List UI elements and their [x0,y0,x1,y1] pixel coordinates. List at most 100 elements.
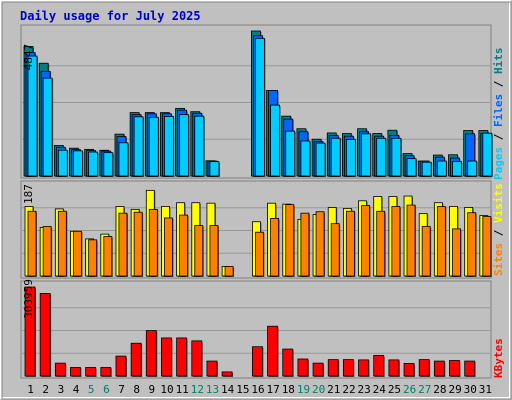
pages-bar-day-13 [209,161,220,177]
day-label-22: 22 [342,383,355,396]
pages-bar-day-5 [88,151,99,177]
kbytes-bar-day-8 [130,342,142,377]
pages-bar-day-7 [118,142,129,177]
kbytes-bar-day-20 [312,362,324,377]
sites-bar-day-1 [27,210,37,277]
day-label-9: 9 [149,383,156,396]
pages-bar-day-9 [148,116,159,177]
day-label-17: 17 [267,383,280,396]
pages-bar-day-6 [103,152,114,177]
day-label-14: 14 [221,383,235,396]
kbytes-bar-day-11 [176,337,188,377]
pages-bar-day-18 [285,130,296,177]
sites-bar-day-18 [285,204,295,277]
pages-bar-day-8 [133,116,144,177]
pages-bar-day-3 [57,149,68,177]
legend-kbytes: KBytes [492,338,505,378]
kbytes-bar-day-4 [70,367,81,377]
kbytes-bar-day-10 [161,337,172,377]
kbytes-bar-day-1 [24,286,36,377]
sites-bar-day-19 [300,212,310,277]
sites-bar-day-26 [406,204,416,277]
day-label-28: 28 [433,383,446,396]
sites-bar-day-13 [209,225,219,277]
pages-bar-day-23 [361,133,371,177]
legend-separator: / [492,223,505,243]
sites-bar-day-21 [330,223,340,277]
kbytes-bar-day-6 [100,367,112,377]
sites-bar-day-24 [376,210,386,277]
day-label-25: 25 [388,383,401,396]
pages-bar-day-22 [345,139,356,177]
kbytes-bar-day-27 [418,359,430,377]
pages-bar-day-17 [270,104,280,177]
pages-bar-day-30 [467,160,478,177]
sites-bar-day-3 [57,210,67,277]
sites-bar-day-5 [88,239,98,277]
pages-bar-day-26 [406,158,417,177]
sites-bar-day-28 [436,206,446,277]
sites-bar-day-9 [148,208,158,277]
kbytes-bar-day-18 [282,348,294,377]
pages-bar-day-10 [164,116,174,177]
day-label-10: 10 [160,383,173,396]
day-label-7: 7 [118,383,125,396]
legend-hits: Hits [492,48,505,75]
day-label-24: 24 [373,383,387,396]
sites-bar-day-17 [270,218,279,277]
day-number-labels: 1 2 3 4 5 6 7 8 9 10 11 12 13 14 15 16 17 18 19 20 21 22 23 24 2… [27,383,492,396]
pages-bar-day-29 [452,161,462,177]
kbytes-bar-day-28 [433,360,445,377]
legend-visits: Visits [492,183,505,223]
kbytes-bar-day-24 [373,355,385,377]
pages-bar-day-31 [482,132,493,177]
day-label-11: 11 [176,383,189,396]
visits-axis-max: 187 [22,184,35,204]
sites-bar-day-11 [179,214,189,277]
legend-separator: / [492,74,505,94]
kbytes-bar-day-30 [464,360,476,377]
kbytes-bar-day-29 [449,360,460,377]
sites-bar-day-14 [224,266,234,277]
kbytes-bar-day-14 [221,371,233,377]
pages-bar-day-4 [73,150,83,177]
pages-bar-day-21 [330,137,341,177]
day-label-21: 21 [327,383,340,396]
pages-bar-day-28 [436,160,447,177]
kbytes-bar-day-13 [206,360,218,377]
day-label-18: 18 [282,383,295,396]
pages-bar-day-2 [42,77,53,177]
kbytes-bar-day-3 [54,362,66,377]
day-label-6: 6 [103,383,110,396]
pages-bar-day-27 [421,161,432,177]
day-label-16: 16 [251,383,264,396]
sites-bar-day-27 [421,226,431,277]
kbytes-axis-max: 303959 [22,279,35,319]
day-label-5: 5 [88,383,95,396]
pages-bar-day-20 [315,142,326,177]
kbytes-bar-day-26 [403,363,415,377]
day-label-27: 27 [418,383,431,396]
day-label-26: 26 [403,383,416,396]
chart-panels [20,24,493,379]
sites-visits-label: Sites / Visits [492,183,505,276]
hits-axis-max: 4847 [22,44,35,71]
day-label-1: 1 [27,383,34,396]
legend-files: Files [492,94,505,127]
panel-3-background [20,280,492,379]
legend-separator: / [492,127,505,147]
pages-bar-day-16 [255,37,265,177]
day-label-19: 19 [297,383,310,396]
pages-bar-day-12 [194,115,205,177]
pages-bar-day-11 [179,114,190,177]
legend-pages: Pages [492,147,505,180]
kbytes-bar-day-5 [85,367,97,377]
sites-bar-day-30 [467,212,477,277]
day-label-20: 20 [312,383,325,396]
sites-bar-day-20 [315,211,325,277]
pages-files-hits-label: Pages / Files / Hits [492,48,505,181]
day-label-23: 23 [358,383,371,396]
